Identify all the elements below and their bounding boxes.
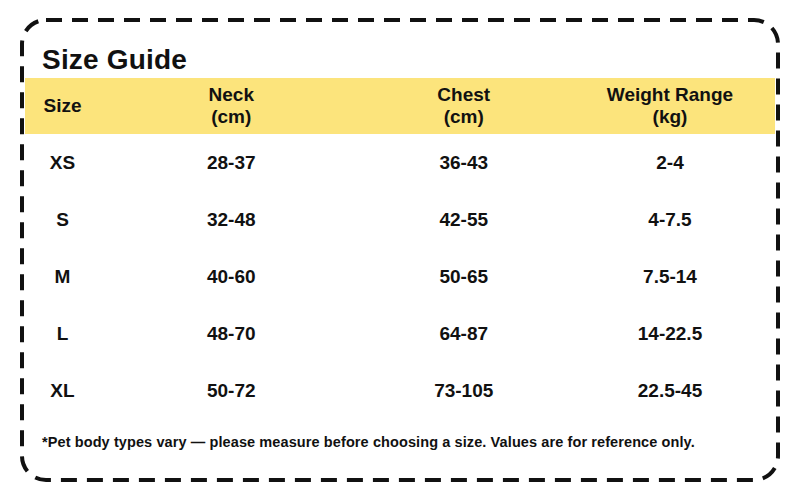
table-row-xl: XL 50-72 73-105 22.5-45 [25,362,775,419]
cell-neck: 28-37 [100,134,363,191]
page-title: Size Guide [42,43,780,76]
cell-neck: 48-70 [100,305,363,362]
card-content: Size Guide Size Neck (cm) Chest [20,18,780,482]
cell-weight: 2-4 [565,134,775,191]
cell-chest: 50-65 [363,248,566,305]
cell-weight: 7.5-14 [565,248,775,305]
size-table: Size Neck (cm) Chest (cm) Weight Range (… [25,78,775,419]
col-header-neck: Neck (cm) [100,78,363,134]
cell-size: XL [25,362,100,419]
cell-size: L [25,305,100,362]
cell-weight: 22.5-45 [565,362,775,419]
cell-size: S [25,191,100,248]
cell-chest: 64-87 [363,305,566,362]
cell-size: M [25,248,100,305]
cell-chest: 42-55 [363,191,566,248]
cell-chest: 36-43 [363,134,566,191]
cell-neck: 32-48 [100,191,363,248]
table-row-xs: XS 28-37 36-43 2-4 [25,134,775,191]
cell-neck: 40-60 [100,248,363,305]
cell-weight: 4-7.5 [565,191,775,248]
footnote-text: *Pet body types vary — please measure be… [42,434,780,450]
col-header-weight-range: Weight Range (kg) [565,78,775,134]
size-guide-card: Size Guide Size Neck (cm) Chest [0,0,800,500]
cell-chest: 73-105 [363,362,566,419]
table-row-m: M 40-60 50-65 7.5-14 [25,248,775,305]
col-header-chest: Chest (cm) [363,78,566,134]
cell-neck: 50-72 [100,362,363,419]
cell-size: XS [25,134,100,191]
table-row-s: S 32-48 42-55 4-7.5 [25,191,775,248]
table-row-l: L 48-70 64-87 14-22.5 [25,305,775,362]
table-header-row: Size Neck (cm) Chest (cm) Weight Range (… [25,78,775,134]
col-header-size: Size [25,78,100,134]
cell-weight: 14-22.5 [565,305,775,362]
